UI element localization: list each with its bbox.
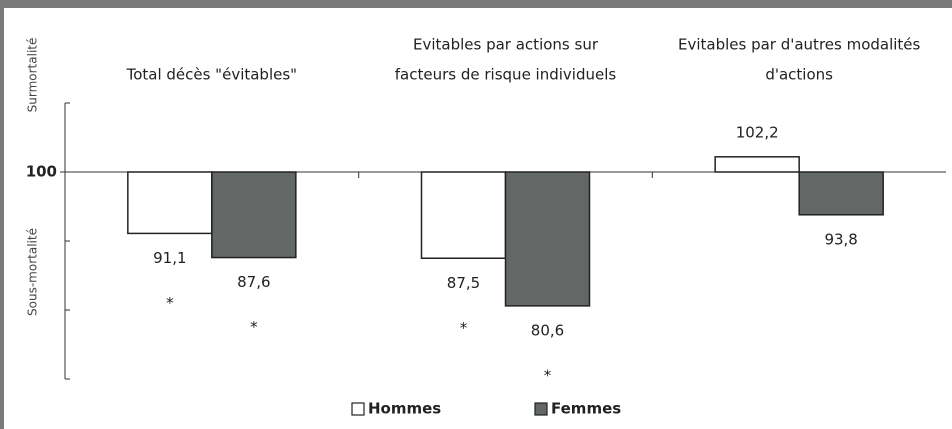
significance-marker: *: [460, 319, 468, 337]
value-label: 102,2: [736, 123, 779, 141]
category-label: facteurs de risque individuels: [395, 66, 617, 84]
legend-swatch: [351, 402, 365, 416]
value-label: 87,6: [237, 273, 270, 291]
lower-label: Sous-mortalité: [26, 228, 40, 316]
bar: [127, 171, 213, 235]
bar: [211, 171, 297, 259]
value-label: 87,5: [447, 274, 480, 292]
legend-label: Hommes: [368, 400, 441, 418]
category-label: Total décès "évitables": [126, 66, 298, 84]
header-band: [0, 0, 952, 8]
bar: [420, 171, 507, 259]
significance-marker: *: [166, 294, 174, 312]
upper-label: Surmortalité: [26, 38, 40, 113]
significance-marker: *: [544, 366, 552, 384]
baseline-label: 100: [26, 163, 57, 181]
bar: [798, 171, 884, 216]
category-label: Evitables par d'autres modalités: [678, 36, 921, 54]
value-label: 91,1: [153, 249, 186, 267]
legend-swatch: [534, 402, 548, 416]
left-border: [0, 0, 4, 429]
legend-label: Femmes: [551, 400, 621, 418]
significance-marker: *: [250, 318, 258, 336]
bar: [504, 171, 591, 307]
value-label: 93,8: [824, 230, 857, 248]
category-label: Evitables par actions sur: [413, 36, 599, 54]
bar: [714, 156, 800, 173]
value-label: 80,6: [531, 321, 564, 339]
category-label: d'actions: [765, 66, 833, 84]
